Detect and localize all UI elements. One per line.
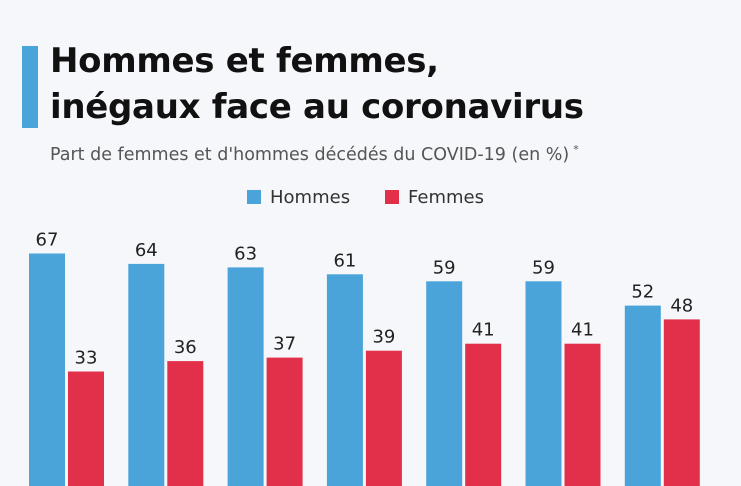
data-label-femmes-3: 37 (273, 334, 296, 355)
subtitle-text: Part de femmes et d'hommes décédés du CO… (50, 145, 570, 165)
data-label-hommes-6: 59 (532, 257, 555, 278)
data-label-femmes-4: 39 (372, 327, 395, 348)
footnote-marker: * (573, 143, 579, 156)
data-label-femmes-5: 41 (472, 320, 495, 341)
data-label-hommes-4: 61 (333, 250, 356, 271)
title-accent-bar (22, 46, 38, 128)
bar-hommes-4 (326, 274, 363, 486)
data-label-femmes-1: 33 (75, 348, 98, 369)
bar-femmes-5 (465, 343, 502, 486)
title-line-2: inégaux face au coronavirus (50, 87, 584, 127)
title-line-1: Hommes et femmes, (50, 41, 439, 81)
legend-label-hommes: Hommes (270, 186, 351, 208)
bar-femmes-1 (68, 371, 104, 486)
chart-subtitle: Part de femmes et d'hommes décédés du CO… (50, 143, 730, 169)
legend-item-femmes: Femmes (385, 184, 484, 210)
bar-femmes-3 (266, 357, 303, 486)
data-label-femmes-7: 48 (670, 295, 693, 316)
data-label-hommes-7: 52 (631, 282, 654, 303)
legend-swatch-femmes (385, 190, 399, 204)
data-label-femmes-6: 41 (571, 320, 594, 341)
data-label-hommes-1: 67 (36, 230, 59, 251)
bar-hommes-2 (128, 263, 165, 486)
bar-femmes-4 (365, 350, 402, 486)
legend-label-femmes: Femmes (408, 186, 484, 208)
legend: Hommes Femmes (0, 184, 741, 210)
data-label-hommes-5: 59 (433, 257, 456, 278)
data-label-femmes-2: 36 (174, 337, 197, 358)
bar-hommes-3 (227, 267, 264, 486)
data-label-hommes-3: 63 (234, 243, 257, 264)
bar-femmes-2 (167, 361, 204, 486)
legend-item-hommes: Hommes (247, 184, 350, 210)
bar-femmes-7 (663, 319, 700, 486)
bar-hommes-1 (29, 253, 65, 486)
bar-hommes-6 (525, 281, 562, 486)
bar-femmes-6 (564, 343, 601, 486)
legend-swatch-hommes (247, 190, 261, 204)
bar-hommes-5 (426, 281, 463, 486)
bar-hommes-7 (624, 305, 661, 486)
data-label-hommes-2: 64 (135, 240, 158, 261)
page-title: Hommes et femmes, inégaux face au corona… (50, 38, 730, 130)
